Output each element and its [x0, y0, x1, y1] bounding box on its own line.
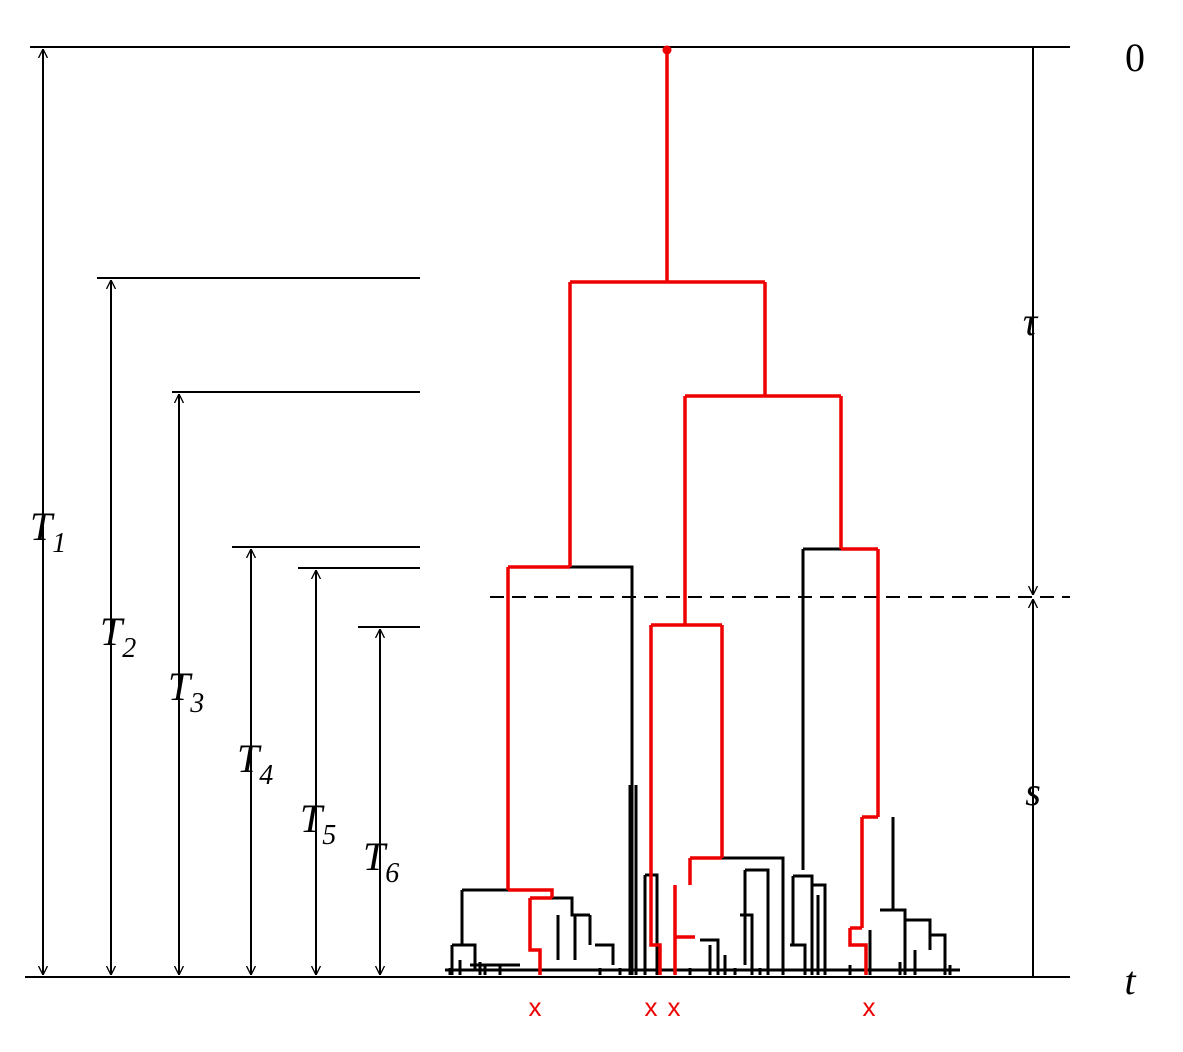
symbol: T: [30, 504, 55, 549]
sample-mark: x: [529, 992, 542, 1022]
symbol: T: [363, 834, 388, 879]
subscript: 6: [385, 858, 399, 889]
time-label-T: T3: [168, 664, 204, 719]
subscript: 3: [189, 688, 204, 719]
symbol: T: [237, 736, 262, 781]
time-label-T: T6: [363, 834, 399, 889]
s-label: s: [1025, 769, 1041, 814]
guides: [25, 46, 1070, 978]
symbol: T: [168, 664, 193, 709]
time-label-T: T4: [237, 736, 273, 791]
subscript: 4: [259, 760, 273, 791]
symbol: T: [100, 609, 125, 654]
tau-label: τ: [1023, 299, 1039, 344]
top-label: 0: [1125, 35, 1145, 80]
subscript: 5: [322, 820, 336, 851]
time-label-T: T2: [100, 609, 136, 664]
time-label-T: T1: [30, 504, 66, 559]
subscript: 2: [122, 633, 136, 664]
tree: [445, 45, 960, 975]
time-label-T: T5: [300, 796, 336, 851]
time-label: t: [1124, 958, 1136, 1003]
sample-mark: x: [863, 992, 876, 1022]
symbol: T: [300, 796, 325, 841]
subscript: 1: [52, 528, 66, 559]
sample-mark: x: [668, 992, 681, 1022]
sample-mark: x: [645, 992, 658, 1022]
